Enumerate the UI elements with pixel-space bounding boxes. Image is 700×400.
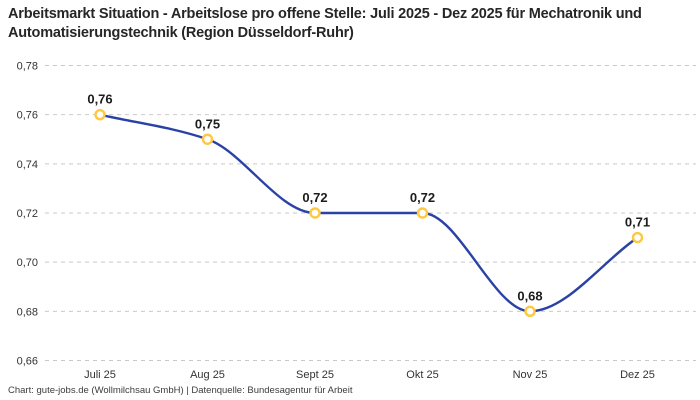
x-axis-tick-label: Sept 25 [296, 369, 334, 381]
data-point-marker[interactable] [631, 231, 644, 244]
x-axis-tick-label: Juli 25 [84, 369, 116, 381]
x-axis-tick-label: Aug 25 [190, 369, 225, 381]
y-axis-tick-label: 0,68 [17, 306, 38, 318]
data-point-label: 0,72 [410, 190, 435, 205]
data-point-label: 0,68 [517, 288, 542, 303]
data-point-marker[interactable] [94, 108, 106, 121]
x-axis-tick-label: Nov 25 [513, 369, 548, 381]
y-axis-tick-label: 0,76 [17, 110, 38, 122]
data-point-marker[interactable] [416, 207, 429, 219]
chart-attribution: Chart: gute-jobs.de (Wollmilchsau GmbH) … [8, 385, 353, 396]
data-point-marker[interactable] [524, 305, 536, 318]
data-point-label: 0,71 [625, 215, 650, 230]
y-axis-tick-label: 0,66 [17, 356, 38, 368]
x-axis-tick-label: Dez 25 [620, 369, 655, 381]
x-axis-tick-label: Okt 25 [406, 369, 438, 381]
y-axis-tick-label: 0,70 [17, 257, 38, 269]
data-point-label: 0,76 [87, 92, 112, 107]
y-axis-tick-label: 0,74 [17, 159, 38, 171]
data-point-marker[interactable] [201, 133, 214, 145]
chart-title: Arbeitsmarkt Situation - Arbeitslose pro… [8, 6, 642, 41]
y-axis-tick-label: 0,72 [17, 208, 38, 220]
data-point-label: 0,72 [302, 190, 327, 205]
y-axis-tick-label: 0,78 [17, 61, 38, 73]
data-point-marker[interactable] [309, 207, 321, 219]
data-point-label: 0,75 [195, 116, 220, 131]
trend-line [98, 113, 639, 313]
